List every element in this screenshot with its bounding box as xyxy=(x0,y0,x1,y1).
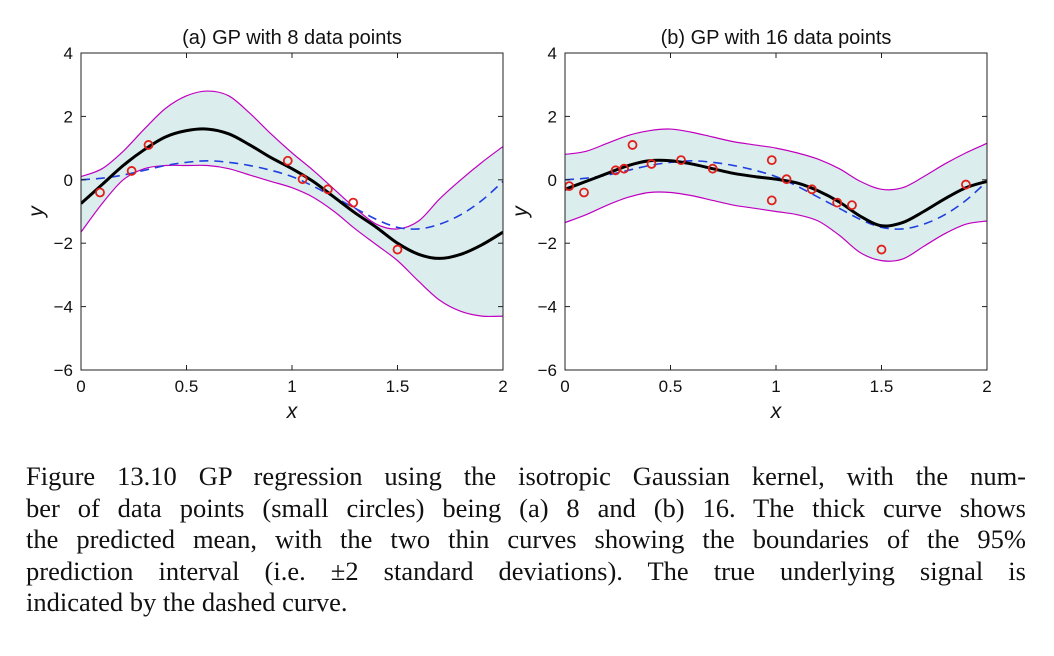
x-axis-label: x xyxy=(770,400,783,423)
y-tick-label: −2 xyxy=(538,234,557,253)
y-axis-label: y xyxy=(509,205,532,219)
x-tick-label: 2 xyxy=(982,377,991,396)
data-point xyxy=(707,163,718,174)
panel-a: 0 0.5 1 1.5 2 −6 −4 −2 0 2 4 (a) GP with 8 data poi… xyxy=(25,27,508,423)
caption-line: indicated by the dashed curve. xyxy=(26,587,348,617)
y-tick-label: 2 xyxy=(548,107,557,126)
data-point xyxy=(348,197,359,208)
data-point xyxy=(766,195,777,206)
data-point xyxy=(619,163,629,174)
lower-bound-curve xyxy=(81,164,503,318)
data-point xyxy=(646,159,657,169)
upper-bound-curve xyxy=(565,128,987,191)
true-signal-curve xyxy=(81,159,503,230)
data-point xyxy=(847,200,857,211)
x-tick-label: 0 xyxy=(560,377,569,396)
data-point xyxy=(876,244,887,255)
chart-title: (a) GP with 8 data points xyxy=(182,27,402,49)
y-tick-label: 2 xyxy=(64,107,73,126)
data-point xyxy=(832,197,843,208)
caption-line: prediction interval (i.e. ±2 standard de… xyxy=(26,555,1026,586)
y-axis-label: y xyxy=(25,205,48,219)
data-point xyxy=(766,155,777,166)
true-signal-curve xyxy=(565,159,987,230)
predicted-mean-curve xyxy=(81,127,503,260)
panel-b: 0 0.5 1 1.5 2 −6 −4 −2 0 2 4 (b) GP with 16 data po… xyxy=(509,27,992,423)
prediction-interval-band xyxy=(565,129,987,262)
x-tick-label: 0 xyxy=(76,377,85,396)
x-tick-label: 0.5 xyxy=(659,377,683,396)
y-tick-label: 0 xyxy=(548,171,557,190)
y-tick-label: −6 xyxy=(54,361,73,380)
data-point xyxy=(392,244,403,255)
y-tick-label: −6 xyxy=(538,361,557,380)
lower-bound-curve xyxy=(565,191,987,262)
data-point xyxy=(806,184,817,195)
data-point xyxy=(627,140,638,150)
predicted-mean-curve xyxy=(565,158,987,228)
data-point xyxy=(126,166,137,176)
data-point xyxy=(322,184,333,195)
data-point xyxy=(95,187,105,198)
caption-line: Figure 13.10 GP regression using the iso… xyxy=(26,461,1026,491)
chart-title: (b) GP with 16 data points xyxy=(661,27,892,49)
y-tick-label: 4 xyxy=(548,44,557,63)
data-point xyxy=(282,155,293,166)
data-point xyxy=(143,140,154,150)
x-tick-label: 0.5 xyxy=(175,377,199,396)
upper-bound-curve xyxy=(81,90,503,230)
x-axis-label: x xyxy=(286,400,299,423)
caption-line: ber of data points (small circles) being… xyxy=(26,492,1026,523)
data-point xyxy=(676,155,686,166)
plot-area xyxy=(565,128,987,262)
x-tick-label: 1.5 xyxy=(386,377,410,396)
y-tick-label: 0 xyxy=(64,171,73,190)
x-tick-label: 1 xyxy=(771,377,780,396)
data-point xyxy=(297,174,308,185)
data-point xyxy=(961,179,971,190)
caption-line: the predicted mean, with the two thin cu… xyxy=(26,524,1026,554)
plot-area xyxy=(81,90,503,318)
y-tick-label: −4 xyxy=(538,298,557,317)
y-tick-label: −4 xyxy=(54,298,73,317)
figure-panels: 0 0.5 1 1.5 2 −6 −4 −2 0 2 4 (a) GP with 8 data poi… xyxy=(25,27,992,423)
prediction-interval-band xyxy=(81,91,503,317)
y-tick-label: 4 xyxy=(64,44,73,63)
y-tick-label: −2 xyxy=(54,234,73,253)
x-tick-label: 2 xyxy=(498,377,507,396)
x-tick-label: 1.5 xyxy=(870,377,894,396)
figure-caption: Figure 13.10 GP regression using the iso… xyxy=(26,461,1026,619)
data-point xyxy=(781,174,792,185)
data-point xyxy=(579,187,589,198)
x-tick-label: 1 xyxy=(287,377,296,396)
